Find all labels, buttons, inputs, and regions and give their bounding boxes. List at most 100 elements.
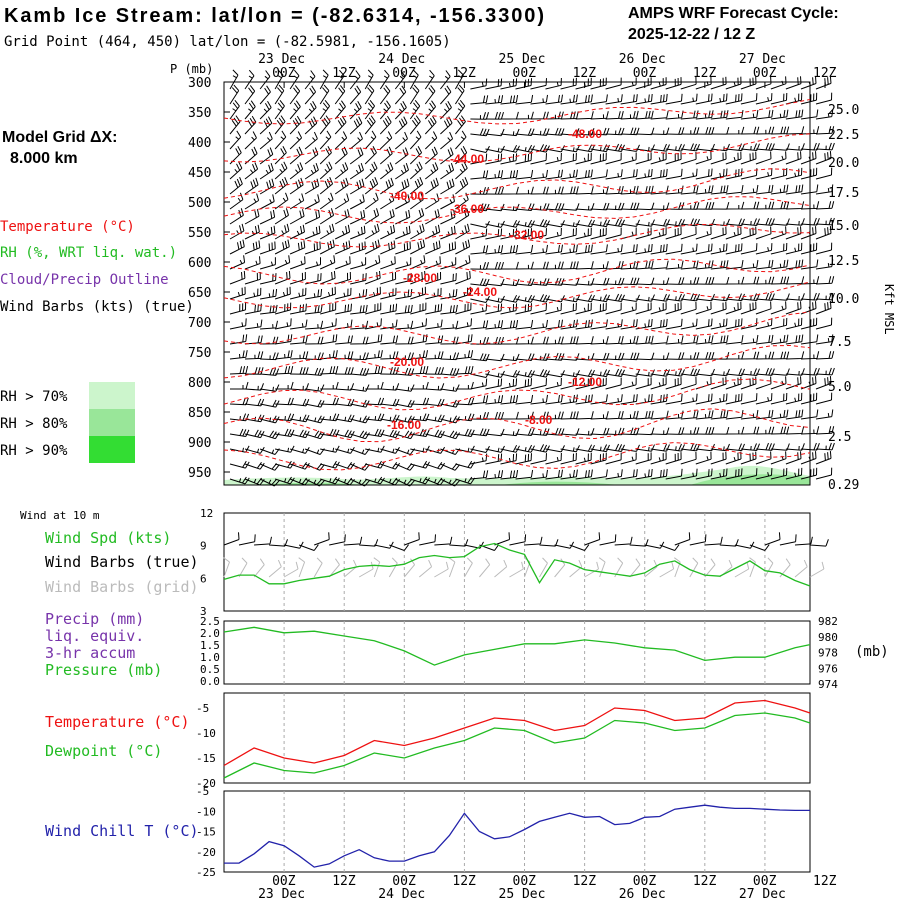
wind-barb xyxy=(319,146,332,165)
wind-barb xyxy=(545,302,562,315)
wind-barb xyxy=(274,286,291,300)
wind-barb xyxy=(785,276,805,285)
precip-tick-label: 0.5 xyxy=(200,663,220,676)
wind10m-barb-grid xyxy=(388,557,398,578)
wind-barb xyxy=(319,208,335,225)
wind-barb xyxy=(605,110,624,120)
wind-barb xyxy=(665,318,683,330)
wind-barb xyxy=(410,302,427,315)
wind-barb xyxy=(455,146,468,165)
wind-barb xyxy=(335,271,351,285)
wind-barb xyxy=(635,427,655,436)
wind-barb xyxy=(425,287,442,300)
wind-barb xyxy=(710,410,729,420)
wind-barb xyxy=(710,226,727,240)
wind-barb xyxy=(305,384,325,392)
wind-barb xyxy=(244,477,265,486)
wind-barb xyxy=(530,469,548,480)
wind10m-barb-true xyxy=(599,534,617,546)
wind-barb xyxy=(695,126,715,135)
wind-barb xyxy=(755,468,773,480)
wind-barb xyxy=(395,430,415,440)
wind10m-barb-grid xyxy=(704,558,716,578)
wind-barb xyxy=(394,116,408,135)
wind-barb xyxy=(575,411,594,420)
wind-barb xyxy=(635,152,652,165)
wind-barb xyxy=(319,115,331,135)
wind-barb xyxy=(590,144,610,153)
wind-barb xyxy=(695,151,712,165)
wind-barb xyxy=(425,177,439,195)
wind-barb xyxy=(800,242,818,255)
wind-barb xyxy=(470,112,489,120)
wind-barb xyxy=(575,394,593,405)
wind-barb xyxy=(440,415,460,424)
wind-barb xyxy=(455,286,472,300)
wind-barb xyxy=(740,184,759,195)
pressure-tick-label: 980 xyxy=(818,631,838,644)
wind-barb xyxy=(755,451,772,465)
wind-barb xyxy=(755,393,773,405)
wind10m-barb-grid xyxy=(418,559,433,578)
wind-barb xyxy=(349,85,362,105)
wind-barb xyxy=(440,430,461,440)
wind-barb xyxy=(304,225,321,240)
wind-barb xyxy=(815,109,834,120)
wind-barb xyxy=(424,131,438,150)
wind-barb xyxy=(244,271,261,285)
wind-barb xyxy=(380,319,398,330)
wind-barb xyxy=(515,186,534,195)
wind-barb xyxy=(350,352,369,361)
wind-barb xyxy=(440,116,453,135)
wind-barb xyxy=(680,277,700,285)
wind-barb xyxy=(665,277,685,285)
wind-barb xyxy=(635,110,654,120)
wind-barb xyxy=(319,99,331,120)
wind-barb xyxy=(259,478,280,487)
wind10m-barb-true xyxy=(404,532,420,546)
wind-barb xyxy=(244,100,256,120)
wind-barb xyxy=(560,220,580,228)
wind-barb xyxy=(785,334,804,345)
wind-barb xyxy=(440,100,452,120)
wind-barb xyxy=(665,368,685,377)
wind-barb xyxy=(350,304,368,315)
wind-barb xyxy=(259,241,276,255)
wind-barb xyxy=(815,409,834,420)
wind-barb xyxy=(620,277,640,286)
wind-barb xyxy=(334,85,346,105)
wind-barb xyxy=(785,201,805,210)
wind-barb xyxy=(244,69,255,90)
wind-barb xyxy=(710,393,728,405)
wind-barb xyxy=(424,115,437,135)
wind-barb xyxy=(485,153,503,165)
wind-barb xyxy=(665,443,685,452)
wind-barb xyxy=(350,241,366,255)
height-tick-label: 10.0 xyxy=(828,292,859,307)
wind-barb xyxy=(425,367,444,375)
wind-barb xyxy=(800,301,817,315)
legend-wind-barbs-grid: Wind Barbs (grid) xyxy=(45,578,199,596)
wind-barb xyxy=(454,84,465,105)
wind-barb xyxy=(590,77,607,90)
wind-barb xyxy=(349,70,361,90)
pressure-tick-label: 650 xyxy=(188,286,211,301)
wind-barb xyxy=(290,351,309,360)
wind-barb xyxy=(545,469,563,480)
wind-barb xyxy=(530,336,549,345)
wind-barb xyxy=(590,152,607,165)
wind-barb xyxy=(380,224,396,240)
wind-barb xyxy=(500,395,519,405)
wind-barb xyxy=(440,225,456,240)
wind-barb xyxy=(470,187,489,195)
wind-barb xyxy=(620,77,637,90)
wind-barb xyxy=(680,410,699,420)
wind-barb xyxy=(785,376,802,390)
wind-barb xyxy=(410,428,430,437)
wind-barb xyxy=(349,131,363,150)
wind-barb xyxy=(244,367,264,375)
wind-barb xyxy=(335,240,351,255)
wind-barb xyxy=(500,170,519,180)
legend-precip-liq: liq. equiv. xyxy=(45,627,144,645)
wind-barb xyxy=(725,335,744,345)
